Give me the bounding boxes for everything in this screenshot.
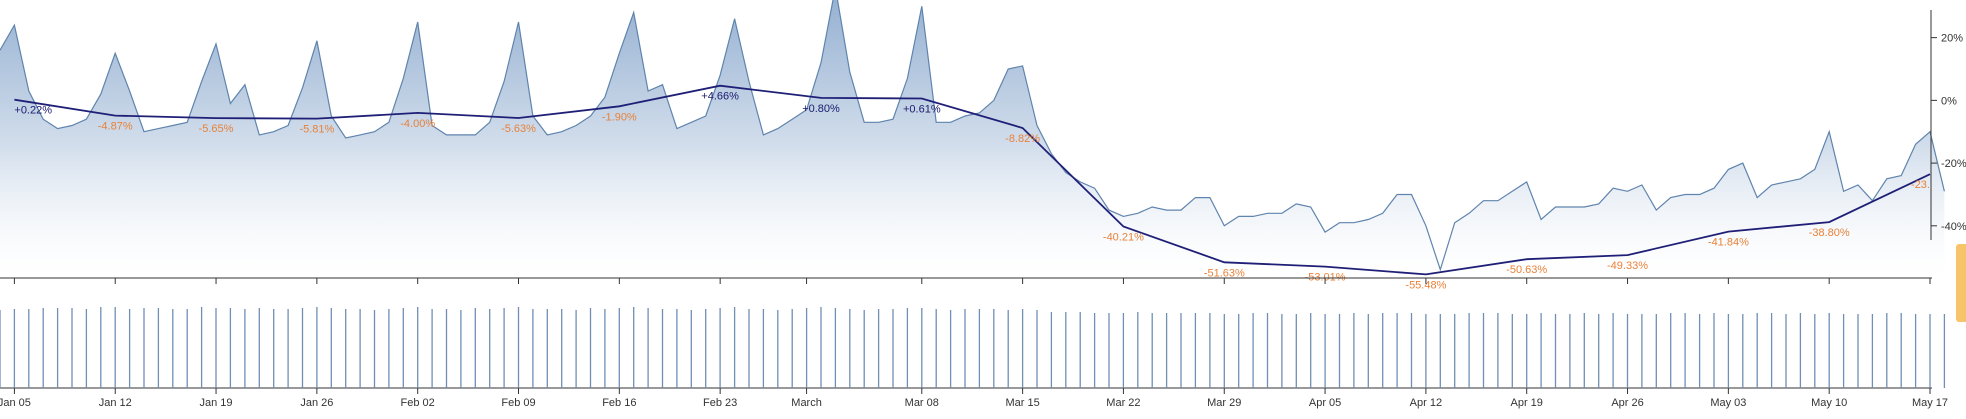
daily-line <box>0 0 1945 272</box>
x-tick-label: May 17 <box>1912 397 1948 409</box>
weekly-value-label: -49.33% <box>1607 260 1648 272</box>
y-tick-label: 0% <box>1941 95 1957 107</box>
daily-series-layer <box>0 0 1945 272</box>
x-tick-label: Apr 26 <box>1611 397 1643 409</box>
weekly-line <box>14 84 1931 276</box>
daily-area <box>0 0 1945 276</box>
weekly-value-label: +4.66% <box>701 91 739 103</box>
y-tick-label: 20% <box>1941 33 1963 45</box>
y-tick-label: -20% <box>1941 158 1966 170</box>
y-tick-label: -40% <box>1941 221 1966 233</box>
weekly-value-label: -40.21% <box>1103 232 1144 244</box>
x-tick-label: Feb 16 <box>602 397 636 409</box>
weekly-value-label: -38.80% <box>1809 227 1850 239</box>
x-tick-label: May 03 <box>1710 397 1746 409</box>
weekly-value-label: -1.90% <box>602 111 637 123</box>
x-tick-label: Mar 22 <box>1106 397 1140 409</box>
weekly-value-label: -4.87% <box>98 121 133 133</box>
weekly-value-label: -23. <box>1911 179 1930 191</box>
x-tick-label: Apr 12 <box>1410 397 1442 409</box>
weekly-value-label: -5.63% <box>501 123 536 135</box>
weekly-value-label: -4.00% <box>400 118 435 130</box>
x-tick-label: March <box>791 397 822 409</box>
weekly-value-label: -5.65% <box>199 123 234 135</box>
side-panel-tab[interactable] <box>1956 244 1966 322</box>
x-tick-label: Jan 26 <box>300 397 333 409</box>
weekly-series-layer <box>14 84 1931 276</box>
x-tick-label: Jan 05 <box>0 397 31 409</box>
x-tick-label: Mar 15 <box>1005 397 1039 409</box>
x-tick-label: Jan 12 <box>99 397 132 409</box>
x-tick-label: Mar 08 <box>905 397 939 409</box>
y-axis: 20% 0% -20% -40% <box>1930 10 1966 240</box>
weekly-value-label: +0.61% <box>903 104 941 116</box>
x-tick-label: Feb 09 <box>501 397 535 409</box>
x-tick-label: Apr 05 <box>1309 397 1341 409</box>
weekly-value-label: -5.81% <box>299 124 334 136</box>
weekly-value-label: -55.48% <box>1405 279 1446 291</box>
weekly-value-label: -8.82% <box>1005 133 1040 145</box>
weekly-value-label: +0.22% <box>14 105 52 117</box>
x-tick-label: May 10 <box>1811 397 1847 409</box>
volume-bars-layer <box>0 307 1946 388</box>
x-tick-label: Apr 19 <box>1511 397 1543 409</box>
weekly-label-layer: +0.22% -4.87% -5.65% -5.81% -4.00% -5.63% -1.9… <box>14 91 1930 292</box>
x-tick-label: Feb 23 <box>703 397 737 409</box>
x-tick-label: Jan 19 <box>200 397 233 409</box>
weekly-value-label: +0.80% <box>802 103 840 115</box>
weekly-value-label: -41.84% <box>1708 237 1749 249</box>
weekly-value-label: -51.63% <box>1204 267 1245 279</box>
x-axis: Jan 05 Jan 12 Jan 19 Jan 26 Feb 02 Feb 09 Feb … <box>0 277 1948 409</box>
x-tick-label: Mar 29 <box>1207 397 1241 409</box>
x-tick-label: Feb 02 <box>401 397 435 409</box>
weekly-value-label: -50.63% <box>1506 264 1547 276</box>
daily-area-layer <box>0 0 1945 276</box>
